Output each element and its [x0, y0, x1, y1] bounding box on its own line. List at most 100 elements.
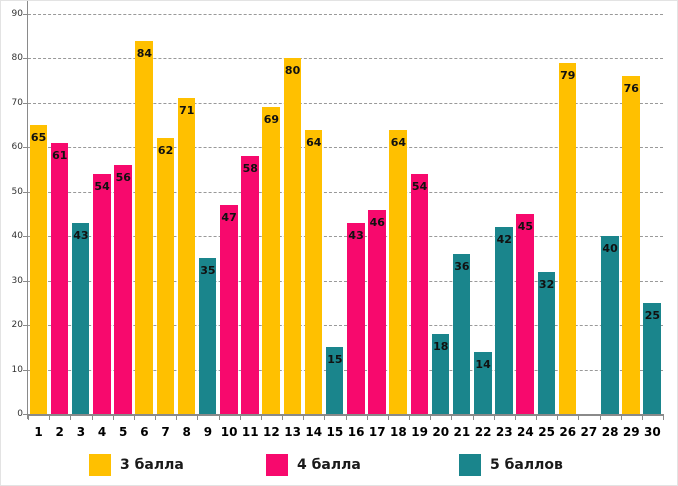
x-axis-tick [176, 414, 178, 420]
x-axis-category-label: 5 [119, 425, 128, 439]
x-axis-category-label: 14 [305, 425, 323, 439]
y-axis-label: 80 [11, 53, 23, 64]
bar-value-label: 65 [30, 131, 47, 145]
bar-value-label: 14 [475, 357, 491, 371]
x-axis-tick [514, 414, 516, 420]
bar-value-label: 64 [306, 135, 322, 149]
x-axis-tick [387, 414, 389, 420]
legend-item: 3 балла [89, 453, 184, 476]
x-axis-category-label: 26 [559, 425, 577, 439]
bar [71, 222, 90, 414]
x-axis-category-label: 16 [347, 425, 365, 439]
bar [558, 62, 577, 414]
legend-swatch [89, 453, 111, 476]
bar [516, 214, 534, 414]
bar-value-label: 43 [348, 228, 364, 242]
y-axis-tick [23, 191, 27, 193]
x-axis-tick [112, 414, 114, 420]
bar-value-label: 84 [136, 46, 153, 60]
bar [347, 222, 365, 414]
bar [29, 125, 48, 414]
y-axis-line [27, 1, 28, 419]
x-axis-tick [260, 414, 262, 420]
x-axis-tick [70, 414, 72, 420]
x-axis-category-label: 25 [538, 425, 555, 439]
y-axis-tick [23, 280, 27, 282]
bar [537, 271, 556, 414]
y-axis-tick [23, 325, 27, 327]
x-axis-tick [430, 414, 432, 420]
x-axis-category-label: 22 [474, 425, 492, 439]
legend-swatch [266, 453, 288, 476]
x-axis-category-label: 11 [241, 425, 259, 439]
y-axis-label: 20 [11, 320, 23, 331]
x-axis-category-label: 6 [140, 425, 149, 439]
x-axis-tick [28, 414, 29, 420]
x-axis-category-label: 9 [203, 425, 213, 439]
x-axis-tick [218, 414, 220, 420]
y-axis-tick [23, 236, 27, 238]
bar-value-label: 18 [433, 340, 449, 353]
bar [241, 156, 259, 414]
x-axis-category-label: 10 [220, 425, 238, 439]
x-axis-tick [578, 414, 580, 420]
bar-value-label: 46 [369, 215, 385, 229]
bar-value-label: 36 [454, 260, 470, 273]
y-axis-tick [23, 102, 27, 104]
gridline [28, 147, 663, 149]
bar-value-label: 61 [52, 148, 68, 162]
bar [452, 254, 471, 414]
x-axis-tick [493, 414, 495, 420]
gridline [28, 58, 663, 60]
bar [114, 165, 132, 414]
bar-value-label: 71 [179, 104, 195, 118]
gridline [28, 280, 663, 282]
x-axis-category-label: 18 [390, 425, 407, 439]
y-axis-label: 30 [11, 275, 23, 286]
bar [389, 129, 407, 414]
bar-value-label: 45 [517, 220, 534, 233]
x-axis-tick [303, 414, 305, 420]
bar [643, 302, 661, 414]
x-axis-tick [641, 414, 643, 420]
legend-label: 5 баллов [490, 456, 563, 473]
x-axis-category-label: 28 [601, 425, 619, 439]
bar [601, 236, 619, 414]
bar [198, 258, 217, 414]
bar [220, 205, 238, 414]
gridline [28, 325, 663, 327]
x-axis-tick [239, 414, 241, 420]
bar-value-label: 69 [263, 113, 280, 127]
x-axis-tick [451, 414, 453, 420]
x-axis-category-label: 4 [97, 425, 107, 439]
x-axis-tick [49, 414, 51, 420]
y-axis-tick [23, 369, 27, 371]
x-axis-tick [133, 414, 135, 420]
x-axis-category-label: 7 [161, 425, 170, 439]
x-axis-tick [472, 414, 474, 420]
x-axis-category-label: 27 [580, 425, 598, 439]
y-axis-label: 90 [11, 9, 23, 19]
x-axis-category-label: 30 [644, 425, 661, 439]
bar [304, 129, 323, 414]
legend-swatch [459, 453, 481, 476]
x-axis-tick [599, 414, 601, 420]
bar-value-label: 79 [560, 68, 576, 82]
gridline [28, 191, 663, 193]
bar-value-label: 56 [115, 171, 131, 185]
bar [177, 98, 196, 414]
bar-value-label: 62 [157, 144, 174, 158]
x-axis-tick [663, 414, 664, 420]
bar-value-label: 80 [284, 64, 301, 78]
legend-item: 5 баллов [459, 453, 563, 476]
x-axis-category-label: 29 [622, 425, 640, 439]
x-axis-category-label: 1 [34, 425, 43, 439]
gridline [28, 369, 663, 371]
bar [93, 174, 111, 414]
bar-value-label: 32 [538, 277, 555, 291]
bar [325, 347, 344, 414]
bar [474, 351, 492, 414]
x-axis-category-label: 19 [411, 425, 428, 439]
legend-item: 4 балла [266, 453, 361, 476]
y-axis-label: 40 [11, 231, 23, 242]
